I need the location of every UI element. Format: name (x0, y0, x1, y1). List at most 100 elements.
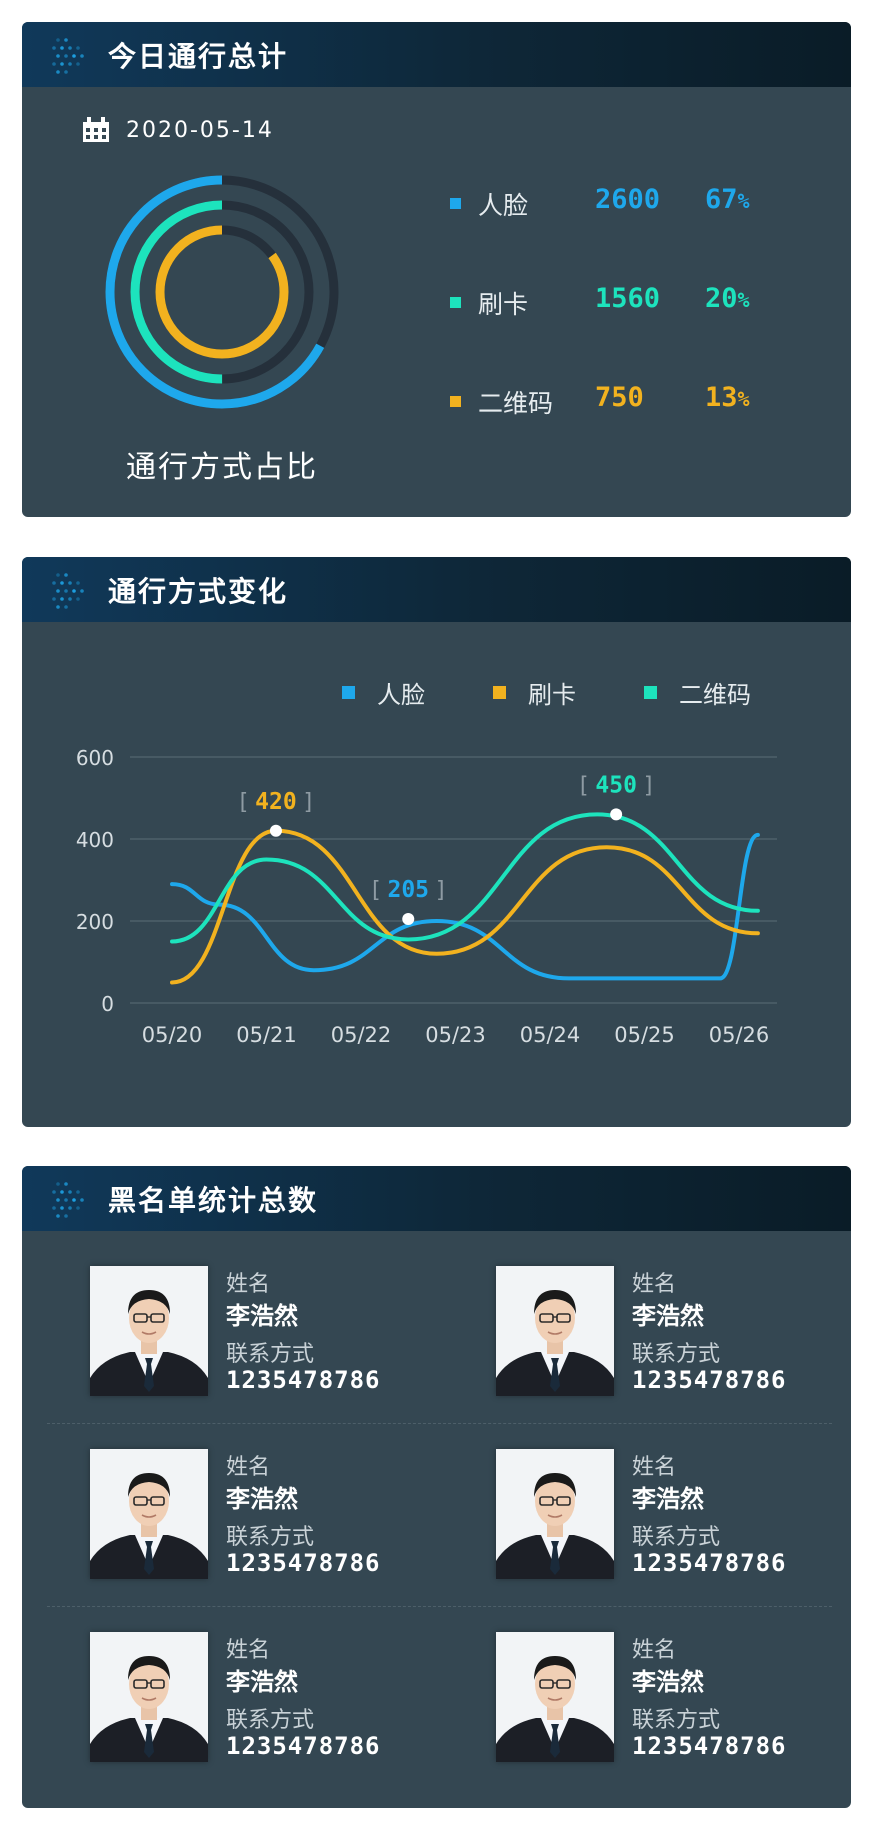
dots-grid-icon (52, 572, 84, 609)
name-label: 姓名 (226, 1272, 271, 1297)
name-label: 姓名 (632, 1272, 677, 1297)
person-phone: 1235478786 (632, 1732, 787, 1760)
card-header: 通行方式变化 (22, 557, 851, 622)
legend-swatch (644, 686, 657, 699)
legend-percent: 13% (705, 382, 750, 413)
person-name: 李浩然 (632, 1485, 704, 1513)
name-label: 姓名 (226, 1638, 271, 1663)
ring-chart (105, 175, 339, 409)
legend-swatch (450, 198, 461, 209)
legend-item: 人脸 (342, 675, 425, 710)
legend-name: 人脸 (377, 681, 425, 709)
blacklist-card: 黑名单统计总数 姓名 李浩然 联系方式 1235478786 姓名 李浩然 联系方式 1235… (22, 1166, 851, 1808)
person-name: 李浩然 (632, 1668, 704, 1696)
x-tick-label: 05/24 (520, 1023, 581, 1047)
percent-value: 67 (705, 184, 738, 215)
x-tick-label: 05/26 (709, 1023, 770, 1047)
legend-percent: 20% (705, 283, 750, 314)
ring-arc-0 (105, 175, 339, 409)
series-line-0 (170, 832, 760, 981)
legend-name: 二维码 (478, 389, 554, 418)
person-photo (90, 1449, 208, 1579)
line-chart: 0 200 400 600 05/20 05/21 05/22 05/23 05/24 05/25… (76, 746, 777, 1047)
blacklist-person[interactable]: 姓名李浩然联系方式 1235478786 (90, 1632, 460, 1762)
blacklist-person[interactable]: 姓名李浩然联系方式 1235478786 (496, 1449, 851, 1579)
person-name: 李浩然 (226, 1668, 298, 1696)
percent-unit: % (737, 189, 750, 213)
bracket-left: [ (580, 773, 589, 798)
person-phone: 1235478786 (226, 1549, 381, 1577)
percent-value: 20 (705, 283, 738, 314)
contact-label: 联系方式 (632, 1525, 721, 1550)
legend-swatch (493, 686, 506, 699)
contact-label: 联系方式 (226, 1525, 315, 1550)
percent-value: 13 (705, 382, 738, 413)
legend-name: 刷卡 (478, 290, 529, 319)
contact-label: 联系方式 (226, 1708, 315, 1733)
traffic-legend: 人脸 2600 67% 刷卡 1560 20% 二维码 750 13% (450, 172, 830, 469)
legend-percent: 67% (705, 184, 750, 215)
person-name: 李浩然 (226, 1485, 298, 1513)
data-point (402, 912, 415, 925)
legend-item: 刷卡 (493, 675, 576, 710)
percent-unit: % (737, 387, 750, 411)
contact-label: 联系方式 (632, 1342, 721, 1367)
blacklist-person[interactable]: 姓名李浩然联系方式 1235478786 (496, 1632, 851, 1762)
x-tick-label: 05/23 (425, 1023, 486, 1047)
ring-arc-2 (155, 225, 289, 359)
data-point (610, 808, 623, 821)
card-header: 今日通行总计 (22, 22, 851, 87)
bracket-right: ] (644, 773, 653, 798)
person-phone: 1235478786 (226, 1732, 381, 1760)
ring-chart-caption: 通行方式占比 (126, 450, 318, 485)
card-title: 黑名单统计总数 (108, 1183, 319, 1217)
blacklist-person[interactable]: 姓名 李浩然 联系方式 1235478786 (496, 1266, 851, 1396)
person-photo (90, 1266, 208, 1396)
bracket-left: [ (240, 790, 249, 815)
person-photo (90, 1632, 208, 1762)
legend-count: 750 (595, 382, 644, 413)
data-point (269, 824, 282, 837)
legend-swatch (342, 686, 355, 699)
card-header: 黑名单统计总数 (22, 1166, 851, 1231)
bracket-left: [ (372, 878, 381, 903)
data-label: [450] (580, 772, 653, 798)
date-text: 2020-05-14 (126, 117, 274, 143)
y-tick-label: 400 (76, 828, 114, 852)
name-label: 姓名 (226, 1455, 271, 1480)
series-line-2 (170, 812, 760, 944)
ring-arc-1 (130, 200, 314, 384)
chart-legend: 人脸 刷卡 二维码 (342, 675, 819, 710)
blacklist-person[interactable]: 姓名李浩然联系方式 1235478786 (90, 1266, 460, 1396)
contact-label: 联系方式 (632, 1708, 721, 1733)
legend-row: 二维码 750 13% (450, 370, 830, 469)
contact-label: 联系方式 (226, 1342, 315, 1367)
legend-swatch (450, 297, 461, 308)
data-label-value: 450 (595, 772, 637, 798)
legend-row: 刷卡 1560 20% (450, 271, 830, 370)
legend-row: 人脸 2600 67% (450, 172, 830, 271)
person-name: 李浩然 (226, 1302, 298, 1330)
series-line-1 (170, 828, 760, 985)
bracket-right: ] (436, 878, 445, 903)
data-label: [420] (240, 789, 313, 815)
person-photo (496, 1266, 614, 1396)
traffic-trend-card: 通行方式变化 人脸 刷卡 二维码 0 200 400 600 05/20 05/21 05/22… (22, 557, 851, 1127)
dots-grid-icon (52, 1181, 84, 1218)
person-phone: 1235478786 (226, 1366, 381, 1394)
legend-swatch (450, 396, 461, 407)
person-phone: 1235478786 (632, 1549, 787, 1577)
calendar-icon (83, 117, 109, 142)
person-photo (496, 1632, 614, 1762)
card-title: 通行方式变化 (108, 574, 289, 608)
person-name: 李浩然 (632, 1302, 704, 1330)
y-tick-label: 600 (76, 746, 114, 770)
date-row: 2020-05-14 (82, 117, 274, 143)
daily-traffic-card: 今日通行总计 2020-05-14 通行方式占比 人脸 2600 67% 刷卡 1560… (22, 22, 851, 517)
name-label: 姓名 (632, 1455, 677, 1480)
row-divider (47, 1606, 832, 1607)
blacklist-person[interactable]: 姓名李浩然联系方式 1235478786 (90, 1449, 460, 1579)
name-label: 姓名 (632, 1638, 677, 1663)
x-tick-label: 05/22 (331, 1023, 392, 1047)
y-tick-label: 200 (76, 910, 114, 934)
